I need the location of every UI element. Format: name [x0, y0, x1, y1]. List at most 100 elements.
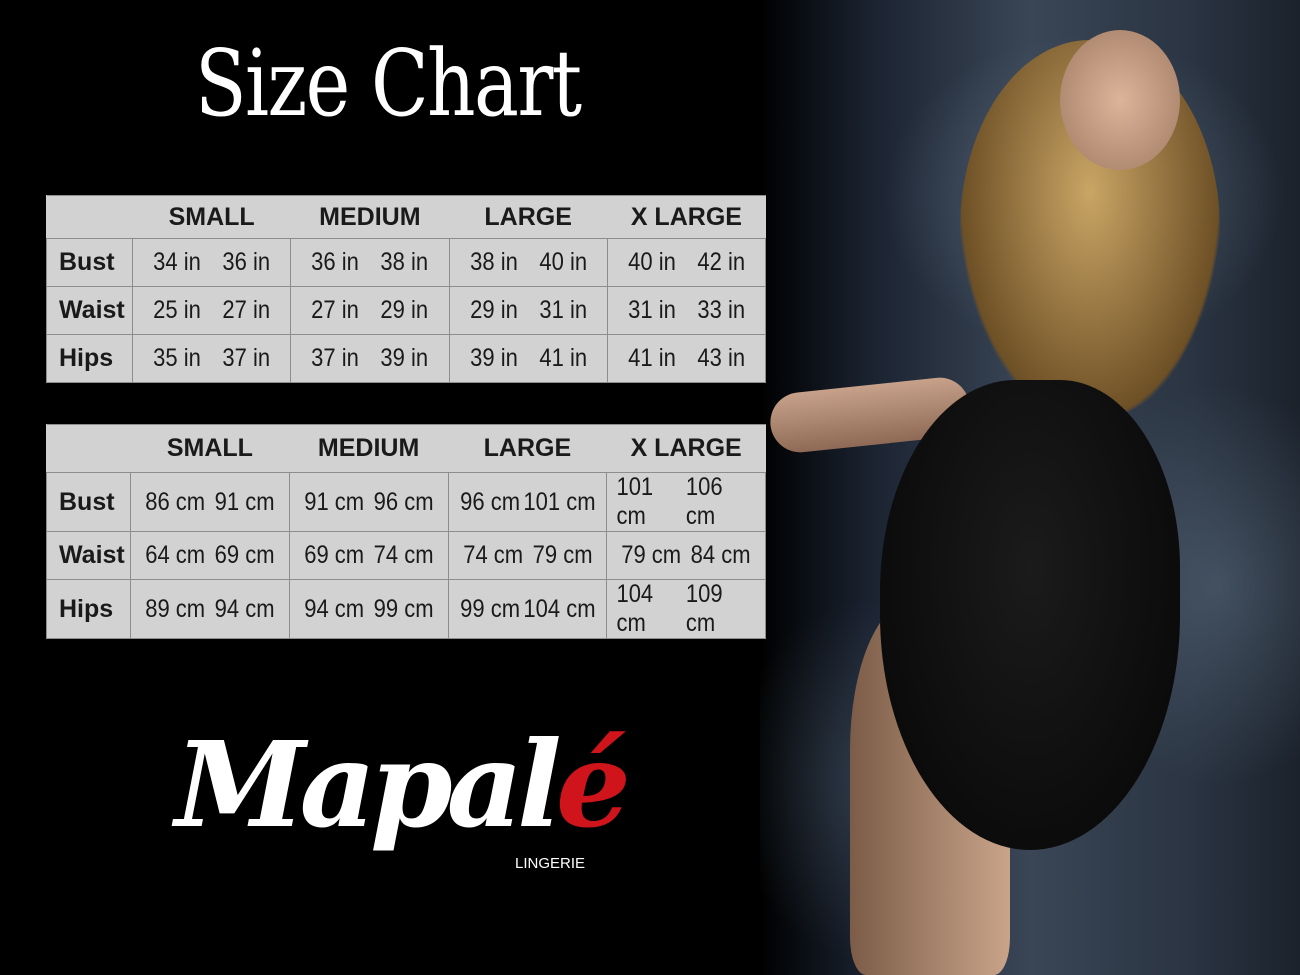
size-cell: 34 in 36 in [131, 238, 292, 287]
size-cell: 38 in 40 in [448, 238, 608, 287]
size-cell: 36 in 38 in [290, 238, 450, 287]
min-value: 94 cm [303, 594, 364, 623]
max-value: 27 in [222, 296, 271, 324]
min-value: 89 cm [145, 594, 206, 623]
size-table-inches: SMALL MEDIUM LARGE X LARGE Bust 34 in 36 in 36 … [46, 195, 767, 383]
min-value: 99 cm [459, 594, 520, 623]
size-cell: 89 cm 94 cm [130, 579, 290, 639]
size-header: LARGE [449, 195, 608, 239]
logo-tagline: LINGERIE [515, 855, 586, 872]
min-value: 40 in [627, 248, 676, 276]
min-value: 96 cm [459, 487, 520, 516]
min-value: 104 cm [616, 580, 654, 637]
size-header: MEDIUM [289, 424, 448, 473]
min-value: 101 cm [616, 473, 654, 530]
size-cell: 27 in 29 in [290, 286, 450, 335]
size-cell: 39 in 41 in [448, 334, 608, 383]
model-face [1060, 30, 1180, 170]
max-value: 101 cm [522, 487, 596, 516]
min-value: 27 in [311, 296, 360, 324]
table-row: Waist 25 in 27 in 27 in 29 in 29 in 31 in 31 in… [46, 286, 767, 335]
size-table-centimeters: SMALL MEDIUM LARGE X LARGE Bust 86 cm 91 cm 91 … [46, 424, 766, 639]
max-value: 40 in [538, 248, 587, 276]
min-value: 86 cm [145, 487, 206, 516]
max-value: 38 in [380, 248, 429, 276]
size-header: LARGE [448, 424, 607, 473]
size-cell: 37 in 39 in [290, 334, 450, 383]
min-value: 29 in [469, 296, 518, 324]
max-value: 74 cm [373, 541, 434, 569]
header-empty [46, 195, 133, 239]
min-value: 36 in [311, 248, 360, 276]
size-header: X LARGE [606, 424, 766, 473]
measure-label: Hips [46, 579, 131, 639]
max-value: 39 in [380, 344, 429, 372]
min-value: 25 in [153, 296, 201, 324]
size-cell: 74 cm 79 cm [447, 531, 608, 580]
size-cell: 31 in 33 in [606, 286, 767, 335]
max-value: 33 in [697, 296, 745, 324]
min-value: 74 cm [462, 541, 523, 569]
logo-accent: é [555, 715, 631, 854]
min-value: 34 in [153, 248, 201, 276]
max-value: 37 in [222, 344, 271, 372]
min-value: 37 in [311, 344, 360, 372]
min-value: 69 cm [303, 541, 364, 569]
max-value: 79 cm [532, 541, 593, 569]
size-cell: 79 cm 84 cm [606, 531, 766, 580]
size-cell: 29 in 31 in [448, 286, 608, 335]
min-value: 39 in [469, 344, 518, 372]
max-value: 43 in [697, 344, 745, 372]
size-cell: 35 in 37 in [131, 334, 292, 383]
size-cell: 69 cm 74 cm [288, 531, 449, 580]
measure-label: Bust [46, 472, 131, 532]
table-row: Bust 86 cm 91 cm 91 cm 96 cm 96 cm 101 cm 101 c… [46, 472, 766, 532]
table-row: Hips 35 in 37 in 37 in 39 in 39 in 41 in 41 in 4… [46, 334, 767, 383]
min-value: 31 in [627, 296, 676, 324]
size-cell: 40 in 42 in [606, 238, 767, 287]
measure-label: Hips [46, 334, 133, 383]
page-title: Size Chart [195, 30, 582, 137]
max-value: 31 in [538, 296, 587, 324]
max-value: 96 cm [373, 487, 434, 516]
min-value: 91 cm [303, 487, 364, 516]
min-value: 35 in [153, 344, 201, 372]
header-row: SMALL MEDIUM LARGE X LARGE [46, 424, 766, 473]
min-value: 79 cm [621, 541, 682, 569]
size-cell: 96 cm 101 cm [447, 472, 608, 532]
size-cell: 101 cm 106 cm [606, 472, 766, 532]
max-value: 94 cm [214, 594, 275, 623]
table-row: Hips 89 cm 94 cm 94 cm 99 cm 99 cm 104 cm 104 c… [46, 579, 766, 639]
table-row: Bust 34 in 36 in 36 in 38 in 38 in 40 in 40 in 4… [46, 238, 767, 287]
min-value: 41 in [627, 344, 676, 372]
size-cell: 104 cm 109 cm [606, 579, 766, 639]
max-value: 36 in [222, 248, 271, 276]
max-value: 29 in [380, 296, 429, 324]
max-value: 69 cm [214, 541, 275, 569]
size-header: SMALL [132, 195, 291, 239]
size-header: MEDIUM [290, 195, 449, 239]
size-cell: 25 in 27 in [131, 286, 292, 335]
max-value: 109 cm [686, 580, 723, 637]
measure-label: Waist [46, 286, 133, 335]
size-header: SMALL [130, 424, 290, 473]
max-value: 106 cm [686, 473, 723, 530]
measure-label: Waist [46, 531, 131, 580]
min-value: 38 in [469, 248, 518, 276]
lace-bodysuit [880, 380, 1180, 850]
logo-text: Mapal [175, 715, 562, 854]
max-value: 84 cm [690, 541, 751, 569]
max-value: 104 cm [522, 594, 596, 623]
table-row: Waist 64 cm 69 cm 69 cm 74 cm 74 cm 79 cm 79 cm… [46, 531, 766, 580]
header-row: SMALL MEDIUM LARGE X LARGE [46, 195, 766, 239]
max-value: 99 cm [373, 594, 434, 623]
brand-logo: Mapalé [175, 715, 631, 854]
size-header: X LARGE [607, 195, 766, 239]
size-cell: 86 cm 91 cm [130, 472, 290, 532]
size-cell: 91 cm 96 cm [288, 472, 449, 532]
min-value: 64 cm [145, 541, 206, 569]
size-cell: 41 in 43 in [606, 334, 767, 383]
size-cell: 94 cm 99 cm [288, 579, 449, 639]
header-empty [46, 424, 131, 473]
size-cell: 99 cm 104 cm [447, 579, 608, 639]
